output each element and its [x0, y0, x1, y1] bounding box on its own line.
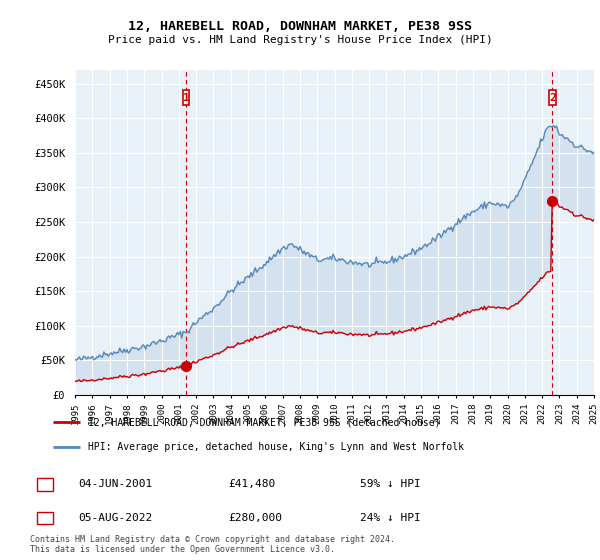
Text: Price paid vs. HM Land Registry's House Price Index (HPI): Price paid vs. HM Land Registry's House …	[107, 35, 493, 45]
Text: 04-JUN-2001: 04-JUN-2001	[78, 479, 152, 489]
Text: 12, HAREBELL ROAD, DOWNHAM MARKET, PE38 9SS: 12, HAREBELL ROAD, DOWNHAM MARKET, PE38 …	[128, 20, 472, 32]
Text: 1: 1	[41, 479, 49, 489]
Text: 2: 2	[41, 513, 49, 523]
Text: £41,480: £41,480	[228, 479, 275, 489]
Text: HPI: Average price, detached house, King's Lynn and West Norfolk: HPI: Average price, detached house, King…	[88, 442, 464, 452]
Text: 05-AUG-2022: 05-AUG-2022	[78, 513, 152, 523]
FancyBboxPatch shape	[549, 90, 556, 105]
Text: 24% ↓ HPI: 24% ↓ HPI	[360, 513, 421, 523]
Text: 59% ↓ HPI: 59% ↓ HPI	[360, 479, 421, 489]
Text: 2: 2	[549, 92, 556, 102]
Text: 1: 1	[182, 92, 190, 102]
FancyBboxPatch shape	[182, 90, 190, 105]
Text: Contains HM Land Registry data © Crown copyright and database right 2024.
This d: Contains HM Land Registry data © Crown c…	[30, 535, 395, 554]
Text: £280,000: £280,000	[228, 513, 282, 523]
Text: 12, HAREBELL ROAD, DOWNHAM MARKET, PE38 9SS (detached house): 12, HAREBELL ROAD, DOWNHAM MARKET, PE38 …	[88, 417, 440, 427]
